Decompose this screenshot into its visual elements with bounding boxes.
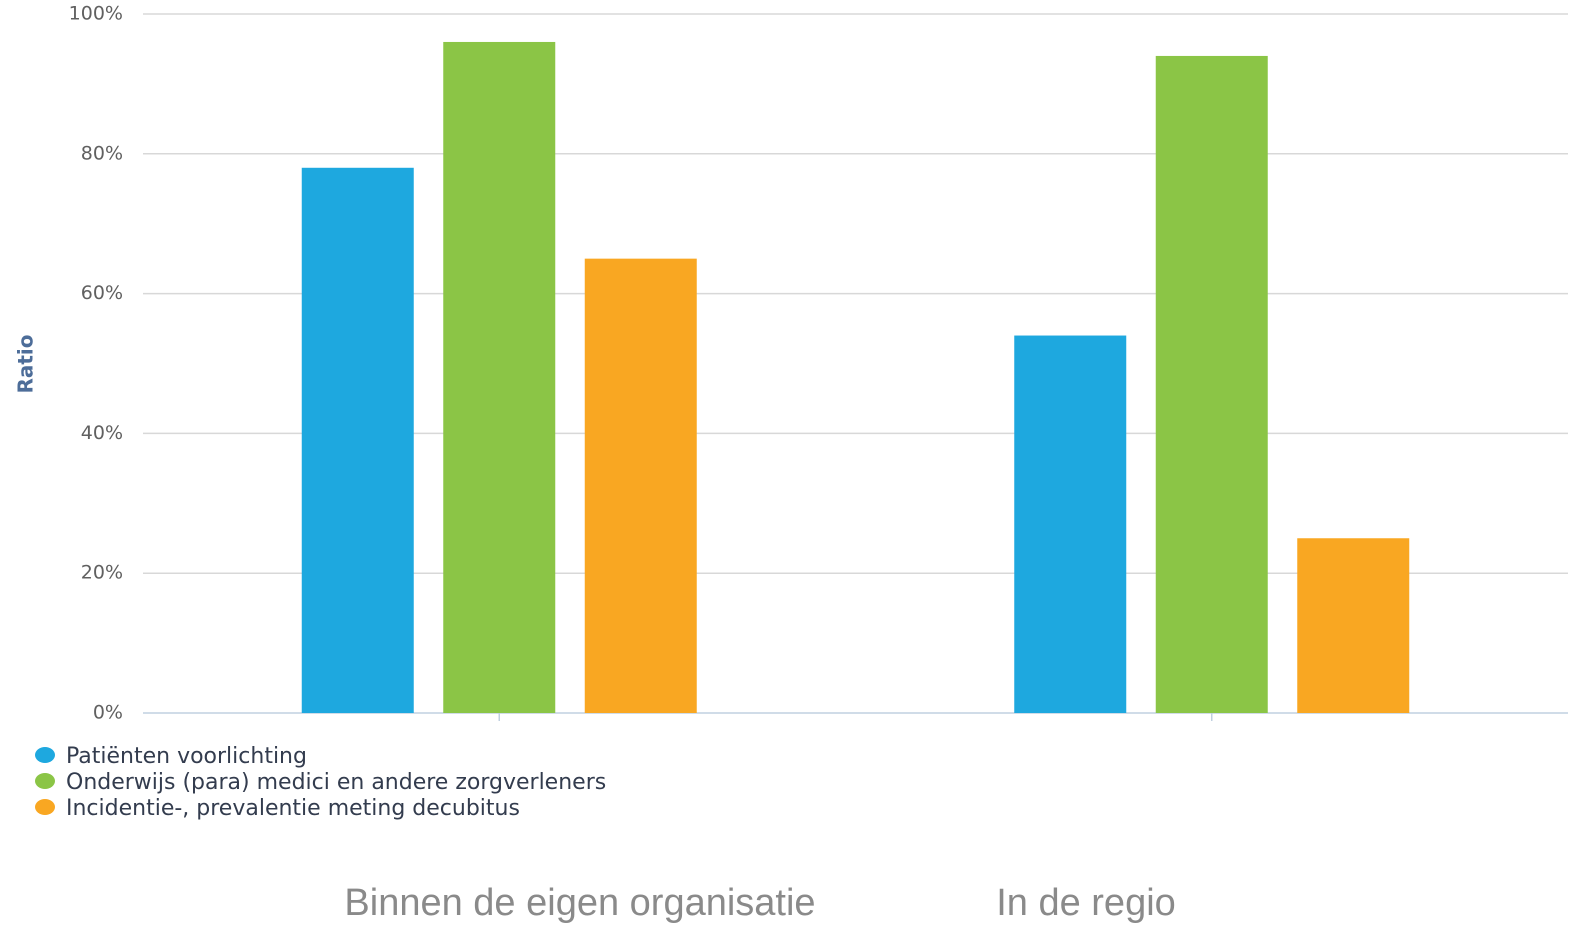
- y-tick-label: 20%: [81, 562, 123, 584]
- y-tick-label: 60%: [81, 282, 123, 304]
- bar: [1297, 538, 1410, 713]
- y-tick-label: 100%: [69, 3, 123, 25]
- legend-label: Onderwijs (para) medici en andere zorgve…: [66, 770, 606, 795]
- bar: [301, 167, 414, 713]
- y-tick-label: 40%: [81, 422, 123, 444]
- bar: [443, 41, 556, 713]
- x-tick-label: Binnen de eigen organisatie: [344, 882, 815, 924]
- legend-marker: [35, 773, 55, 789]
- bar: [1014, 335, 1127, 713]
- x-tick-label: In de regio: [996, 882, 1176, 924]
- bar: [1155, 55, 1268, 713]
- y-tick-label: 0%: [93, 702, 123, 724]
- legend-marker: [35, 799, 55, 815]
- y-tick-label: 80%: [81, 142, 123, 164]
- bar: [584, 258, 697, 713]
- legend-marker: [35, 747, 55, 763]
- legend-label: Incidentie-, prevalentie meting decubitu…: [66, 796, 520, 821]
- y-axis-title: Ratio: [14, 334, 38, 393]
- legend-label: Patiënten voorlichting: [66, 744, 307, 769]
